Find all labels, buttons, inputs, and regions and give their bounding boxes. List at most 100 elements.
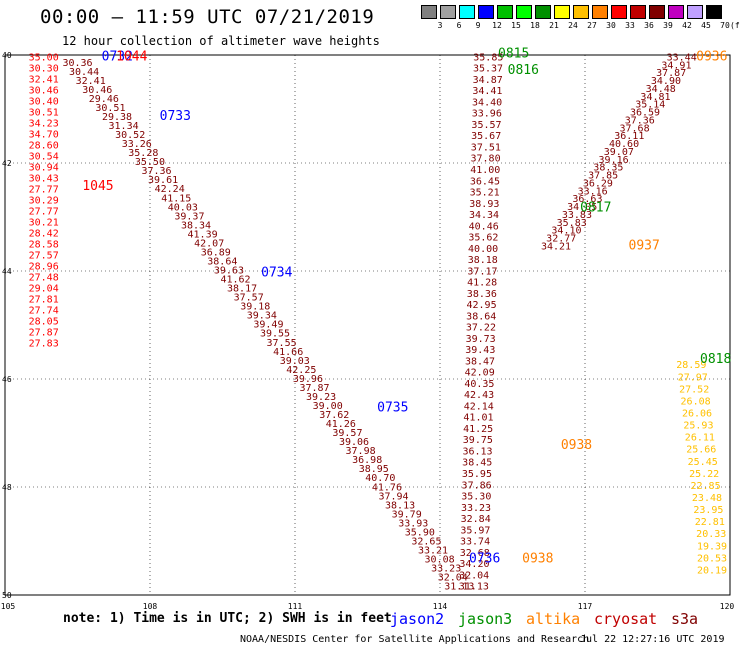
swh-value: 35.30 [461,492,491,503]
swh-value: 27.48 [29,273,59,284]
legend-entry-altika: altika [526,610,581,628]
swh-value: 25.45 [688,457,718,468]
colorbar-swatch [497,5,513,19]
swh-value: 42.25 [286,365,316,376]
axis-ticks: 105 108 111 114 117 120 40 42 44 46 48 50 [1,51,735,611]
swh-value: 35.57 [471,120,501,131]
swh-value: 38.13 [385,500,415,511]
generation-timestamp: Jul 22 12:27:16 UTC 2019 [580,634,725,645]
colorbar-tick-label: 24 [568,21,578,30]
swh-value: 32.04 [438,573,468,584]
swh-value: 37.51 [471,142,501,153]
swh-value: 31.13 [459,582,489,593]
swh-value: 34.91 [661,60,691,71]
swh-value: 30.46 [82,85,112,96]
swh-value: 41.00 [470,165,500,176]
swh-value: 40.00 [468,244,498,255]
lon-tick-label: 117 [578,602,593,611]
swh-value: 34.87 [473,75,503,86]
lon-tick-label: 114 [433,602,448,611]
swh-value: 37.80 [471,154,501,165]
swh-value: 40.03 [168,202,198,213]
swh-value: 39.73 [466,334,496,345]
swh-value: 39.55 [260,329,290,340]
swh-value: 36.45 [470,176,500,187]
swh-value: 23.48 [692,493,722,504]
swh-value: 34.10 [551,226,581,237]
swh-value: 38.18 [468,255,498,266]
colorbar-tick-label: 18 [530,21,540,30]
swh-value: 34.20 [459,559,489,570]
swh-value: 36.98 [352,455,382,466]
swh-value: 25.22 [689,469,719,480]
swh-value: 32.41 [29,74,59,85]
swh-value: 26.11 [685,433,715,444]
swh-value: 33.44 [667,52,697,63]
colorbar-swatch [687,5,703,19]
swh-value: 36.89 [201,247,231,258]
pass-time-label: 0732 [102,49,133,64]
colorbar-swatch [459,5,475,19]
swh-value: 34.34 [469,210,499,221]
colorbar-swatch [421,5,437,19]
swh-value: 30.40 [29,96,59,107]
swh-value: 27.52 [679,384,709,395]
swh-value: 38.95 [359,464,389,475]
swh-value: 31.34 [109,121,139,132]
swh-value: 28.58 [29,240,59,251]
swh-value: 39.96 [293,374,323,385]
swh-value: 28.42 [29,229,59,240]
swh-value: 41.15 [161,193,191,204]
colorbar-swatch [668,5,684,19]
swh-value: 36.11 [614,131,644,142]
swh-value: 39.61 [148,175,178,186]
lon-tick-label: 120 [720,602,735,611]
swh-value: 32.41 [76,76,106,87]
swh-value: 35.95 [462,469,492,480]
swh-value: 41.76 [372,482,402,493]
swh-value: 28.59 [676,360,706,371]
swh-value: 34.05 [567,202,597,213]
swh-value: 30.08 [425,555,455,566]
pass-time-label: 0815 [498,47,529,62]
colorbar-tick-label: 3 [437,21,443,30]
pass-time-label: 1045 [82,179,113,194]
swh-value: 27.97 [678,372,708,383]
lon-tick-label: 111 [288,602,303,611]
swh-value: 30.94 [29,162,59,173]
swh-value: 35.37 [473,64,503,75]
swh-value: 37.98 [346,446,376,457]
colorbar-tick-label: 36 [644,21,654,30]
swh-value: 42.07 [194,238,224,249]
swh-value: 33.21 [418,545,448,556]
swh-value: 39.00 [313,401,343,412]
swh-value: 39.43 [465,345,495,356]
swh-value: 27.77 [29,207,59,218]
swh-value: 27.83 [29,339,59,350]
swh-value: 39.18 [240,302,270,313]
swh-value: 30.46 [29,85,59,96]
swh-value: 26.08 [681,396,711,407]
swh-value: 37.36 [141,166,171,177]
swh-value: 37.55 [267,338,297,349]
colorbar-tick-label: 12 [492,21,502,30]
swh-value: 40.35 [464,379,494,390]
colorbar-tick-label: 21 [549,21,559,30]
swh-value: 36.29 [583,178,613,189]
lat-tick-label: 46 [2,375,12,384]
credits: NOAA/NESDIS Center for Satellite Applica… [240,634,590,645]
colorbar-tick-label: 27 [587,21,597,30]
swh-value: 36.59 [630,108,660,119]
swh-value: 39.75 [463,435,493,446]
swh-value: 27.74 [29,306,59,317]
legend-entry-s3a: s3a [671,610,699,628]
colorbar-swatch [440,5,456,19]
pass-time-label: 0736 [469,552,500,567]
swh-value: 35.67 [471,131,501,142]
swh-value: 35.14 [635,100,665,111]
colorbar-swatch [478,5,494,19]
map-frame [4,54,731,596]
